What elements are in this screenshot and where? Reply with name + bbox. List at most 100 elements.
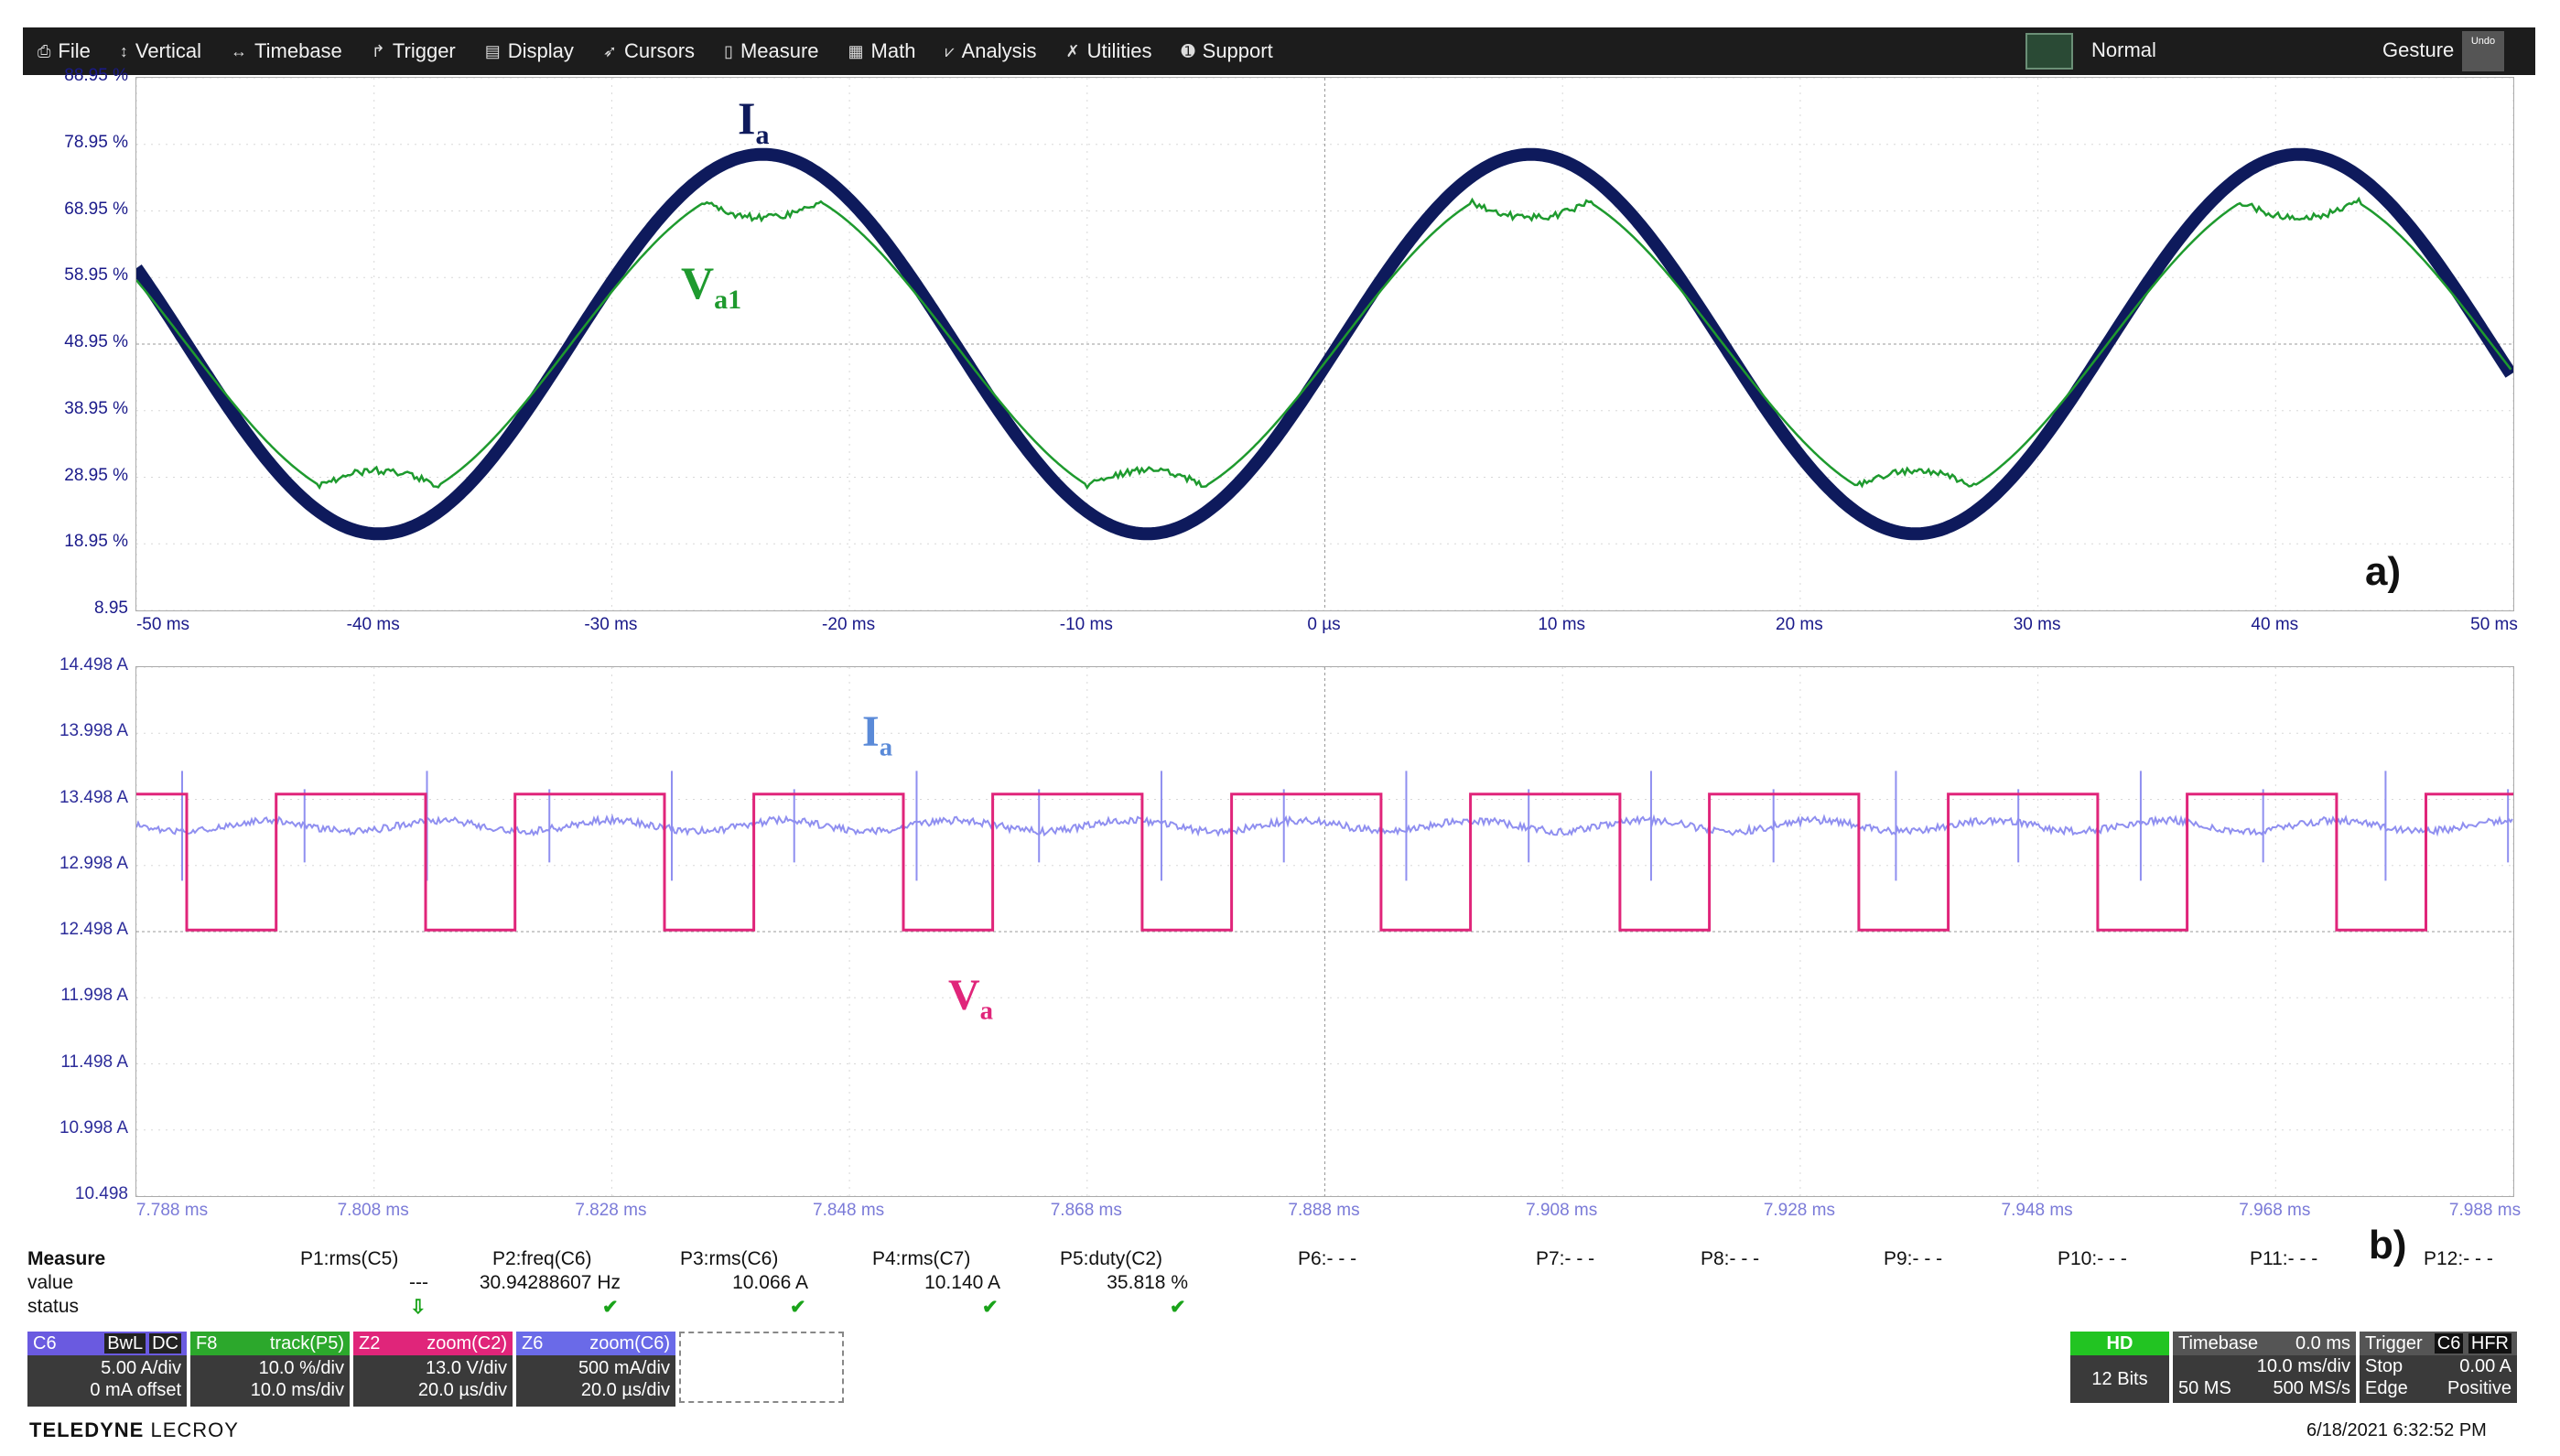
menu-analysis[interactable]: ⩗ Analysis <box>930 27 1051 75</box>
menu-support[interactable]: ➊ Support <box>1167 27 1288 75</box>
measure-param-name[interactable]: P4:rms(C7) <box>872 1248 970 1270</box>
menu-measure[interactable]: ▯ Measure <box>709 27 834 75</box>
channel-body: 10.0 %/div 10.0 ms/div <box>190 1355 350 1407</box>
upper-y-tick: 68.95 % <box>18 200 128 220</box>
measure-status-icon: ⇩ <box>410 1296 427 1319</box>
channel-header: Z6 zoom(C6) <box>516 1332 675 1355</box>
trigger-slope: Positive <box>2447 1377 2511 1399</box>
upper-y-tick: 18.95 % <box>18 532 128 552</box>
math-icon: ▦ <box>848 42 864 61</box>
lower-voltage-label: Va <box>948 970 993 1027</box>
utilities-icon: ✗ <box>1066 42 1080 61</box>
channel-box-z2[interactable]: Z2 zoom(C2) 13.0 V/div 20.0 µs/div <box>353 1332 513 1403</box>
lower-waveform-grid[interactable] <box>135 666 2514 1197</box>
measure-param-name[interactable]: P6:- - - <box>1298 1248 1356 1270</box>
measure-param-name[interactable]: P8:- - - <box>1701 1248 1759 1270</box>
lower-y-tick: 14.498 A <box>18 655 128 675</box>
menu-label: Vertical <box>135 39 201 63</box>
trigger-mode-label[interactable]: Normal <box>2091 38 2156 62</box>
measure-param-name[interactable]: P1:rms(C5) <box>300 1248 398 1270</box>
status-row-label: status <box>27 1296 79 1318</box>
voltage-waveform <box>136 199 2511 488</box>
menu-trigger[interactable]: ↱ Trigger <box>357 27 470 75</box>
measure-status-icon: ✔ <box>1170 1296 1186 1319</box>
lower-x-tick: 7.808 ms <box>338 1201 409 1221</box>
menu-math[interactable]: ▦ Math <box>834 27 931 75</box>
measure-param-name[interactable]: P7:- - - <box>1536 1248 1594 1270</box>
empty-channel-slot[interactable] <box>679 1332 844 1403</box>
measure-param-name[interactable]: P3:rms(C6) <box>680 1248 778 1270</box>
brand-logo: TELEDYNE LECROY <box>29 1418 239 1442</box>
hd-badge: HD <box>2070 1332 2169 1355</box>
measure-param-value: 10.140 A <box>817 1272 1000 1294</box>
channel-id: Z2 <box>359 1333 380 1354</box>
channel-scale: 500 mA/div <box>522 1357 670 1379</box>
timebase-box[interactable]: Timebase 0.0 ms 10.0 ms/div 50 MS 500 MS… <box>2173 1332 2356 1403</box>
measure-icon: ▯ <box>724 42 733 61</box>
measure-table: Measure value status P1:rms(C5) --- ⇩ P2:fr… <box>26 1248 2524 1331</box>
upper-waveform-grid[interactable] <box>135 77 2514 611</box>
channel-scale: 5.00 A/div <box>33 1357 181 1379</box>
upper-x-tick: 10 ms <box>1538 615 1585 635</box>
upper-y-tick: 48.95 % <box>18 332 128 352</box>
channel-id: F8 <box>196 1333 217 1354</box>
lower-y-tick: 11.998 A <box>18 986 128 1006</box>
channel-tag: BwL <box>104 1333 146 1354</box>
channel-id: Z6 <box>522 1333 543 1354</box>
upper-y-tick: 78.95 % <box>18 133 128 153</box>
measure-param-name[interactable]: P11:- - - <box>2250 1248 2317 1270</box>
channel-id: C6 <box>33 1333 57 1354</box>
upper-y-tick: 88.95 % <box>18 66 128 86</box>
channel-box-z6[interactable]: Z6 zoom(C6) 500 mA/div 20.0 µs/div <box>516 1332 675 1403</box>
display-mode-icon[interactable] <box>2025 33 2073 70</box>
lower-y-tick: 12.998 A <box>18 854 128 874</box>
measure-status-icon: ✔ <box>790 1296 806 1319</box>
lower-x-tick: 7.788 ms <box>136 1201 208 1221</box>
trigger-channel: C6 <box>2435 1333 2464 1354</box>
menu-timebase[interactable]: ↔ Timebase <box>216 27 357 75</box>
menu-label: Utilities <box>1087 39 1152 63</box>
channel-box-c6[interactable]: C6 BwL DC 5.00 A/div 0 mA offset <box>27 1332 187 1403</box>
channel-coupling: DC <box>149 1333 181 1354</box>
datetime: 6/18/2021 6:32:52 PM <box>2306 1420 2487 1441</box>
menu-label: File <box>58 39 90 63</box>
trigger-level: 0.00 A <box>2459 1355 2511 1377</box>
measure-param-name[interactable]: P2:freq(C6) <box>492 1248 592 1270</box>
channel-scale: 13.0 V/div <box>359 1357 507 1379</box>
upper-y-tick: 58.95 % <box>18 265 128 286</box>
upper-x-tick: -20 ms <box>822 615 875 635</box>
upper-current-label: Ia <box>738 92 769 151</box>
upper-waveform-svg <box>136 78 2513 610</box>
menu-bar: ⎙ File ↕ Vertical ↔ Timebase ↱ Trigger ▤ Display ➶… <box>23 27 2535 75</box>
menu-display[interactable]: ▤ Display <box>470 27 589 75</box>
channel-box-f8[interactable]: F8 track(P5) 10.0 %/div 10.0 ms/div <box>190 1332 350 1403</box>
trigger-mode: Stop <box>2365 1355 2403 1377</box>
trigger-box[interactable]: Trigger C6 HFR Stop 0.00 A Edge Positive <box>2360 1332 2517 1403</box>
measure-param-name[interactable]: P9:- - - <box>1884 1248 1942 1270</box>
channel-offset: 20.0 µs/div <box>522 1379 670 1401</box>
measure-param-value: 35.818 % <box>1005 1272 1188 1294</box>
panel-tag-a: a) <box>2365 549 2401 595</box>
menu-utilities[interactable]: ✗ Utilities <box>1052 27 1167 75</box>
lower-y-tick: 10.498 <box>18 1184 128 1204</box>
hd-box[interactable]: HD 12 Bits <box>2070 1332 2169 1403</box>
channel-body: 5.00 A/div 0 mA offset <box>27 1355 187 1407</box>
undo-button[interactable]: Undo <box>2462 31 2504 71</box>
measure-param-name[interactable]: P10:- - - <box>2058 1248 2127 1270</box>
menu-label: Support <box>1203 39 1273 63</box>
measure-status-icon: ✔ <box>602 1296 619 1319</box>
gesture-label[interactable]: Gesture <box>2382 38 2454 62</box>
measure-param-value: 30.94288607 Hz <box>437 1272 621 1294</box>
channel-offset: 10.0 ms/div <box>196 1379 344 1401</box>
menu-label: Trigger <box>393 39 456 63</box>
measure-title: Measure <box>27 1248 105 1270</box>
channel-tag: track(P5) <box>270 1333 344 1354</box>
display-icon: ▤ <box>485 42 501 61</box>
channel-tag: zoom(C2) <box>427 1333 507 1354</box>
analysis-icon: ⩗ <box>945 42 954 61</box>
measure-param-name[interactable]: P5:duty(C2) <box>1060 1248 1162 1270</box>
measure-param-name[interactable]: P12:- - - <box>2424 1248 2493 1270</box>
menu-cursors[interactable]: ➶ Cursors <box>589 27 709 75</box>
menu-label: Measure <box>740 39 819 63</box>
value-row-label: value <box>27 1272 73 1294</box>
